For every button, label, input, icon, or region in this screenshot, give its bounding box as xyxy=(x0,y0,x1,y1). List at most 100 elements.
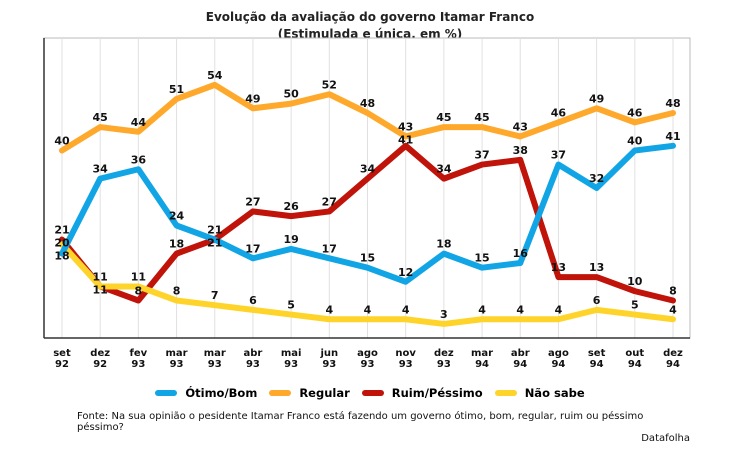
data-label: 8 xyxy=(135,285,143,298)
x-tick-label: 94 xyxy=(475,359,489,370)
data-label: 4 xyxy=(325,303,333,316)
data-label: 7 xyxy=(211,289,219,302)
data-label: 34 xyxy=(360,163,376,176)
legend-item: Regular xyxy=(269,386,350,400)
source-note: Fonte: Na sua opinião o pesidente Itamar… xyxy=(77,411,644,433)
data-label: 51 xyxy=(169,83,184,96)
x-tick-label: ago xyxy=(548,348,569,359)
data-label: 17 xyxy=(322,242,337,255)
data-label: 15 xyxy=(474,252,489,265)
data-label: 48 xyxy=(360,97,375,110)
x-tick-label: abr xyxy=(244,348,263,359)
data-label: 36 xyxy=(131,153,147,166)
data-label: 44 xyxy=(131,116,147,129)
legend-label: Ruim/Péssimo xyxy=(391,386,483,400)
x-tick-label: dez xyxy=(90,348,110,359)
x-tick-label: 93 xyxy=(399,359,413,370)
legend-item: Ruim/Péssimo xyxy=(361,386,483,400)
data-label: 40 xyxy=(627,135,643,148)
data-label: 16 xyxy=(513,247,529,260)
data-label: 37 xyxy=(474,149,489,162)
x-tick-label: 94 xyxy=(628,359,642,370)
data-label: 41 xyxy=(665,130,680,143)
x-tick-label: 93 xyxy=(246,359,260,370)
data-label: 10 xyxy=(627,275,643,288)
data-label: 4 xyxy=(555,303,563,316)
data-label: 4 xyxy=(669,303,677,316)
x-tick-label: nov xyxy=(395,348,416,359)
data-label: 20 xyxy=(54,237,70,250)
data-label: 43 xyxy=(398,120,413,133)
x-tick-label: 93 xyxy=(170,359,184,370)
x-tick-label: 93 xyxy=(131,359,145,370)
series-line-n-o-sabe xyxy=(59,241,676,327)
data-label: 8 xyxy=(669,285,677,298)
legend-label: Regular xyxy=(299,386,350,400)
data-label: 27 xyxy=(322,195,337,208)
x-tick-label: set xyxy=(53,348,71,359)
data-label: 5 xyxy=(287,299,295,312)
data-label: 12 xyxy=(398,266,413,279)
data-label: 24 xyxy=(169,210,185,223)
brand-credit: Datafolha xyxy=(641,433,690,444)
x-tick-label: 94 xyxy=(513,359,527,370)
x-tick-label: dez xyxy=(663,348,683,359)
x-tick-label: ago xyxy=(357,348,378,359)
data-label: 4 xyxy=(402,303,410,316)
x-tick-label: 93 xyxy=(208,359,222,370)
series-line-ruim-p-ssimo xyxy=(59,142,676,304)
data-label: 52 xyxy=(322,78,337,91)
legend: Ótimo/Bom Regular Ruim/Péssimo Não sabe xyxy=(0,386,740,400)
data-label: 6 xyxy=(249,294,257,307)
x-tick-label: 94 xyxy=(551,359,565,370)
x-tick-label: out xyxy=(625,348,644,359)
data-label: 45 xyxy=(474,111,489,124)
chart-title: Evolução da avaliação do governo Itamar … xyxy=(205,10,535,24)
data-label: 15 xyxy=(360,252,375,265)
data-label: 34 xyxy=(436,163,452,176)
data-label: 49 xyxy=(245,92,260,105)
legend-swatch xyxy=(361,390,384,396)
data-label: 13 xyxy=(589,261,604,274)
data-label: 18 xyxy=(436,238,451,251)
legend-swatch xyxy=(155,390,178,396)
legend-label: Ótimo/Bom xyxy=(185,386,258,400)
x-tick-label: abr xyxy=(511,348,530,359)
legend-swatch xyxy=(269,390,292,396)
x-tick-label: 92 xyxy=(93,359,107,370)
legend-item: Ótimo/Bom xyxy=(155,386,257,400)
legend-label: Não sabe xyxy=(524,386,585,400)
data-label: 46 xyxy=(551,106,567,119)
series-line--timo-bom xyxy=(59,142,676,285)
data-label: 54 xyxy=(207,69,223,82)
data-label: 27 xyxy=(245,195,260,208)
data-label: 34 xyxy=(93,163,109,176)
data-label: 19 xyxy=(283,233,298,246)
data-label: 5 xyxy=(631,299,639,312)
data-label: 45 xyxy=(93,111,108,124)
data-label: 4 xyxy=(364,303,372,316)
x-tick-label: 93 xyxy=(322,359,336,370)
data-label: 11 xyxy=(93,270,108,283)
data-label: 48 xyxy=(665,97,680,110)
data-label: 32 xyxy=(589,172,604,185)
data-label: 37 xyxy=(551,149,566,162)
x-tick-label: 93 xyxy=(284,359,298,370)
x-tick-label: mar xyxy=(471,348,493,359)
data-label: 41 xyxy=(398,133,413,146)
x-tick-label: dez xyxy=(434,348,454,359)
data-label: 46 xyxy=(627,106,643,119)
data-label: 8 xyxy=(173,285,181,298)
data-label: 18 xyxy=(169,238,184,251)
data-label: 18 xyxy=(54,250,69,263)
x-tick-label: 93 xyxy=(361,359,375,370)
x-tick-label: 92 xyxy=(55,359,69,370)
data-label: 13 xyxy=(551,261,566,274)
x-tick-label: mai xyxy=(281,348,302,359)
data-label: 43 xyxy=(513,120,528,133)
data-label: 11 xyxy=(93,283,108,296)
data-label: 50 xyxy=(283,88,299,101)
x-tick-label: 94 xyxy=(666,359,680,370)
